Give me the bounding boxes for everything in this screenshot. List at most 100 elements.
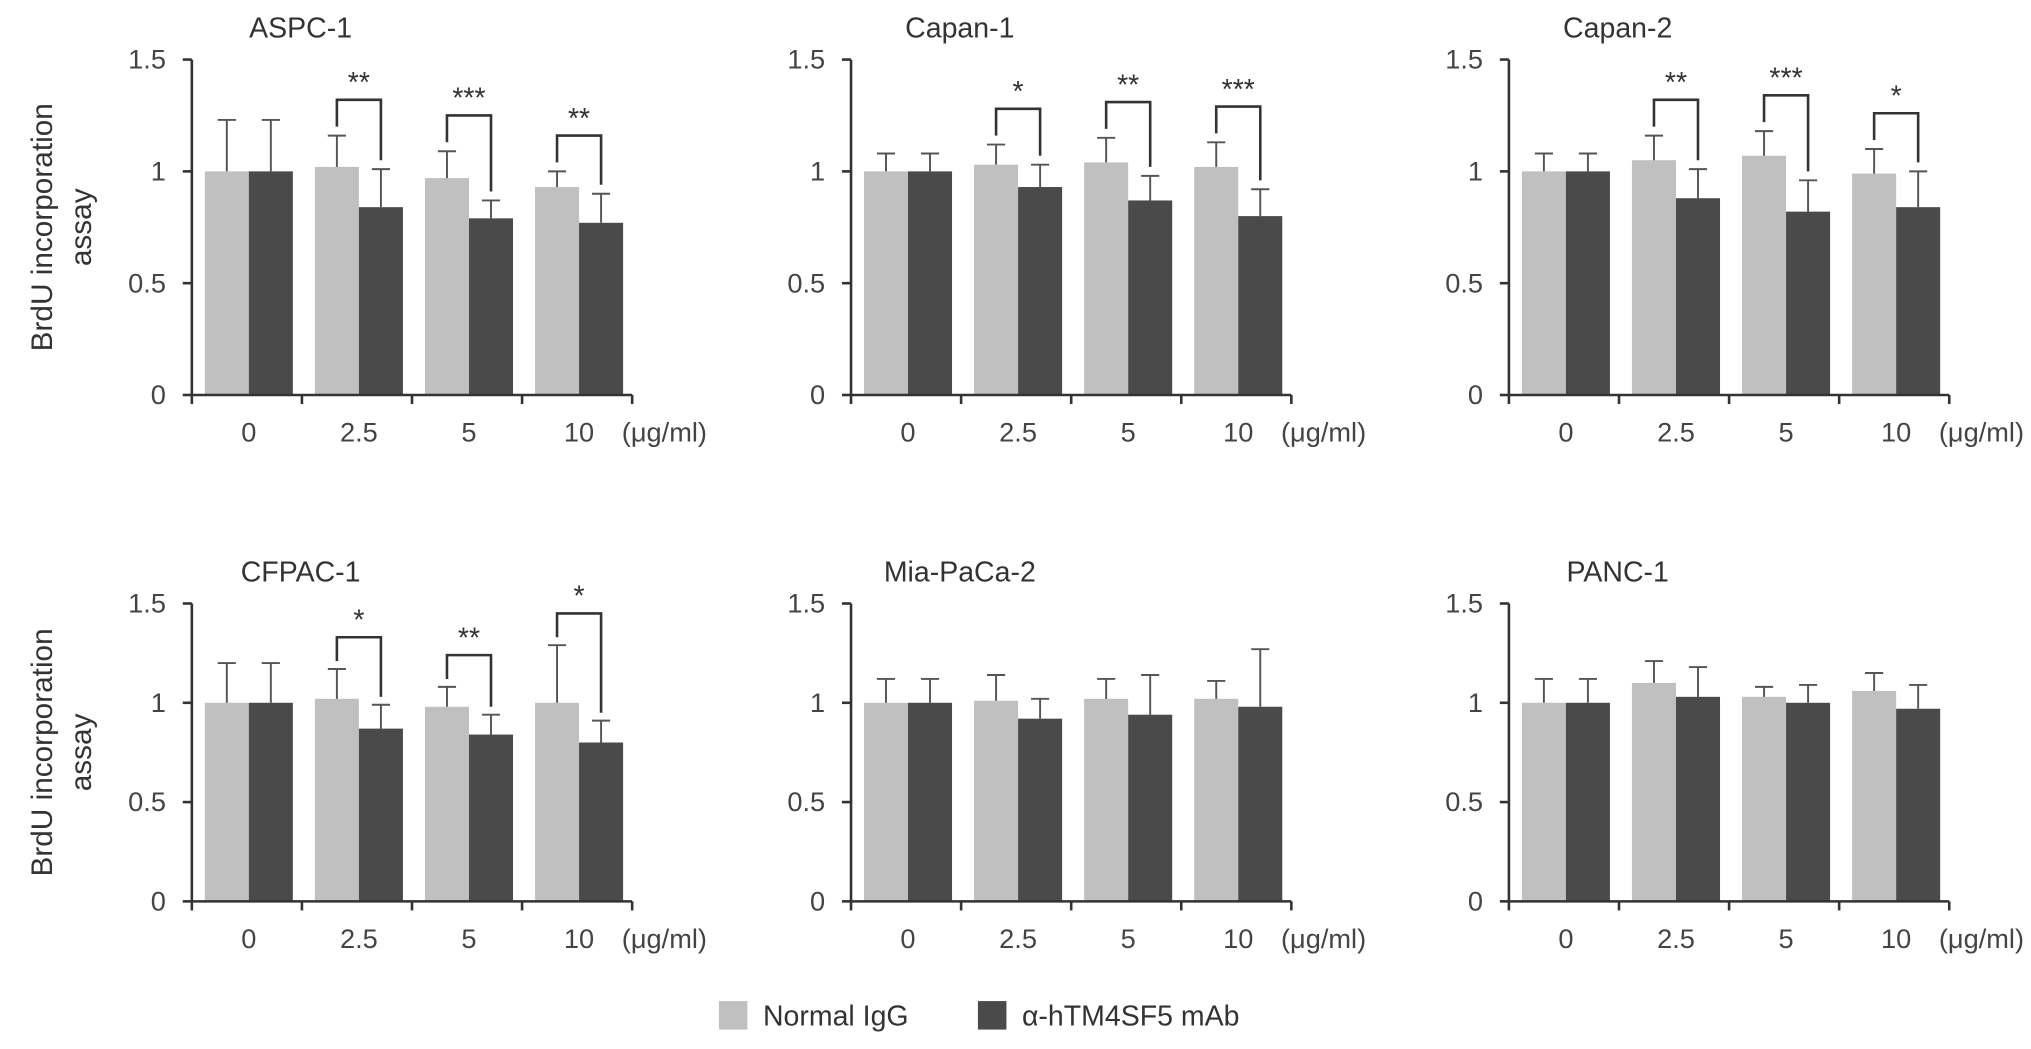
x-axis-unit: (μg/ml) — [622, 417, 707, 448]
error-bar — [987, 674, 1006, 701]
x-axis-unit: (μg/ml) — [1281, 923, 1366, 954]
x-tick-label: 0 — [241, 923, 256, 954]
error-bar — [1251, 188, 1270, 217]
error-bar — [437, 150, 457, 179]
bar-normal-igg-10 — [535, 702, 580, 902]
y-tick-label: 0.5 — [787, 267, 825, 298]
panel-title: Capan-2 — [1563, 13, 1672, 45]
x-tick-label: 0 — [900, 417, 915, 448]
error-bar — [1909, 683, 1928, 709]
error-bar — [1799, 683, 1818, 703]
y-tick-label: 1 — [810, 687, 825, 718]
error-bar — [1688, 666, 1708, 697]
bar-normal-igg-5 — [1084, 698, 1129, 902]
panel-panc-1: PANC-1 0 2.5 5 10 (μg/ml) 0 0.5 1 1.5 — [1445, 556, 2024, 954]
y-tick-label: 0 — [810, 379, 825, 410]
bar-normal-igg-5 — [1084, 162, 1129, 395]
x-tick-label: 0 — [900, 923, 915, 954]
error-bar — [1644, 134, 1664, 161]
legend-label-normal-igg: Normal IgG — [763, 1001, 909, 1033]
error-bar — [1031, 697, 1050, 719]
y-tick-label: 0 — [1468, 885, 1483, 916]
bar-mab-2.5 — [1675, 198, 1721, 395]
bar-normal-igg-5 — [424, 178, 469, 395]
y-tick-label: 0 — [810, 885, 825, 916]
legend: Normal IgG α-hTM4SF5 mAb — [718, 1001, 1239, 1033]
error-bar — [1207, 141, 1226, 167]
panel-title: PANC-1 — [1567, 556, 1669, 588]
bar-normal-igg-0 — [863, 702, 909, 902]
bar-normal-igg-10 — [1852, 690, 1897, 902]
bar-normal-igg-2.5 — [314, 698, 359, 902]
bar-normal-igg-0 — [863, 171, 909, 395]
bar-normal-igg-0 — [204, 702, 249, 902]
bar-mab-5 — [1786, 211, 1831, 395]
x-tick-label: 2.5 — [340, 923, 378, 954]
panel-title: CFPAC-1 — [241, 556, 361, 588]
bar-mab-2.5 — [358, 728, 403, 902]
error-bar — [217, 662, 236, 703]
y-tick-label: 1 — [810, 155, 825, 186]
bar-mab-0 — [248, 171, 293, 395]
x-tick-label: 10 — [1881, 417, 1911, 448]
bar-normal-igg-2.5 — [974, 700, 1019, 902]
error-bar — [1207, 679, 1226, 699]
legend-swatch-normal-igg — [718, 1001, 748, 1030]
x-tick-label: 0 — [1558, 923, 1573, 954]
panel-aspc-1: ASPC-1 BrdU incorporation assay 0 2.5 ** 5 *** 1… — [26, 13, 707, 448]
y-tick-label: 1.5 — [128, 588, 166, 619]
error-bar — [371, 703, 390, 729]
error-bar — [261, 118, 280, 172]
error-bar — [481, 713, 501, 735]
y-tick-label: 0.5 — [1445, 786, 1483, 817]
error-bar — [1141, 174, 1160, 201]
bar-mab-10 — [579, 742, 624, 902]
error-bar — [1754, 685, 1774, 697]
x-tick-label: 0 — [1558, 417, 1573, 448]
bar-normal-igg-5 — [1742, 155, 1787, 395]
bar-mab-0 — [1565, 702, 1610, 902]
significance-label: ** — [1665, 67, 1687, 99]
bar-mab-5 — [1128, 200, 1173, 395]
error-bar — [437, 685, 457, 707]
bar-normal-igg-2.5 — [314, 166, 359, 395]
error-bar — [920, 152, 940, 172]
y-tick-label: 1 — [1468, 155, 1483, 186]
bar-mab-2.5 — [1018, 187, 1063, 395]
significance-bracket — [555, 134, 603, 185]
significance-label: ** — [458, 622, 480, 654]
significance-label: * — [353, 604, 364, 636]
significance-label: ** — [1117, 69, 1139, 101]
x-axis-unit: (μg/ml) — [622, 923, 707, 954]
x-tick-label: 10 — [1881, 923, 1911, 954]
error-bar — [1141, 674, 1160, 715]
x-tick-label: 2.5 — [1657, 417, 1695, 448]
error-bar — [1688, 168, 1708, 199]
bar-normal-igg-10 — [1194, 698, 1239, 902]
error-bar — [481, 199, 501, 219]
y-tick-label: 1.5 — [787, 588, 825, 619]
bar-normal-igg-2.5 — [1631, 160, 1676, 395]
significance-bracket — [335, 635, 383, 697]
error-bar — [1799, 179, 1818, 212]
x-tick-label: 5 — [1121, 923, 1136, 954]
y-tick-label: 0 — [151, 379, 166, 410]
bar-mab-5 — [1128, 714, 1173, 902]
error-bar — [1578, 677, 1597, 703]
y-tick-label: 0.5 — [128, 267, 166, 298]
y-tick-label: 0.5 — [787, 786, 825, 817]
error-bar — [1251, 648, 1270, 707]
x-axis-unit: (μg/ml) — [1939, 923, 2024, 954]
x-tick-label: 2.5 — [1657, 923, 1695, 954]
legend-swatch-mab — [977, 1001, 1007, 1030]
x-tick-label: 5 — [1121, 417, 1136, 448]
significance-label: *** — [452, 83, 485, 115]
bar-normal-igg-0 — [204, 171, 249, 395]
y-axis-label-line2: assay — [65, 713, 98, 791]
bar-mab-5 — [468, 734, 514, 902]
panel-title: Mia-PaCa-2 — [884, 556, 1036, 588]
error-bar — [547, 644, 567, 703]
bar-normal-igg-0 — [1521, 171, 1566, 395]
